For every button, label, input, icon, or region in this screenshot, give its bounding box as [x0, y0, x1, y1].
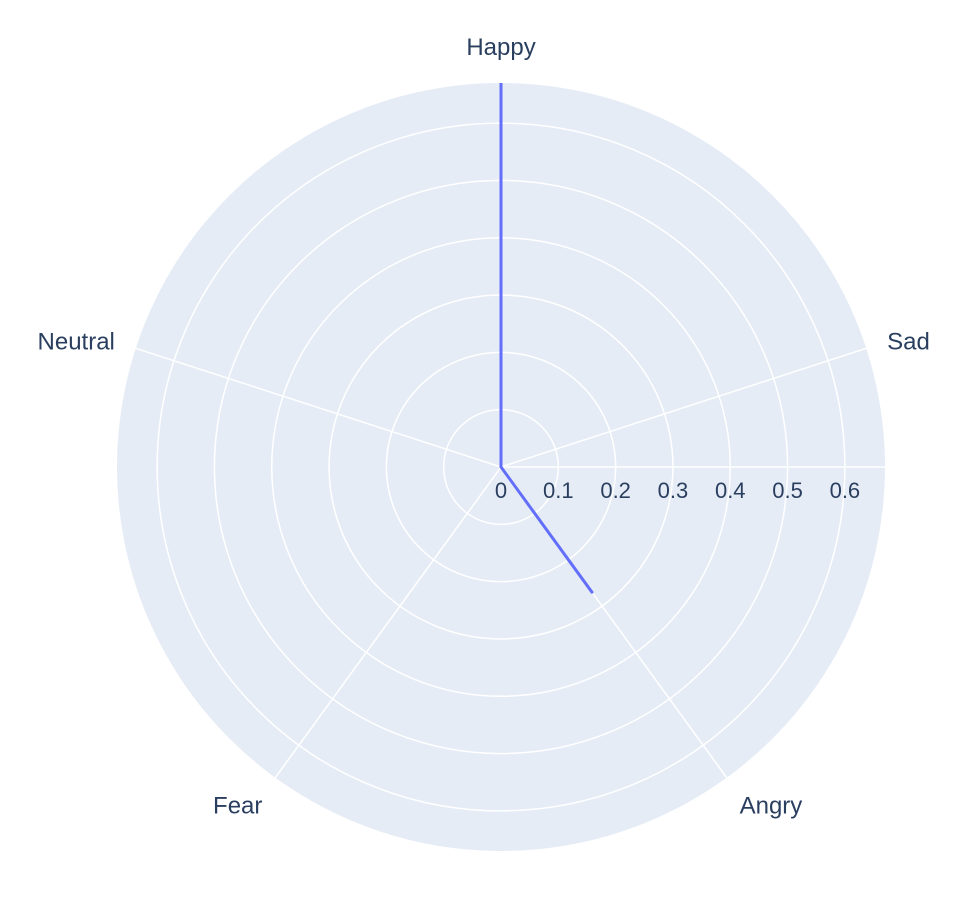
- radial-tick-label: 0.6: [830, 478, 861, 503]
- radial-tick-label: 0.2: [600, 478, 631, 503]
- series-layer: [499, 83, 594, 594]
- category-label: Neutral: [38, 329, 115, 356]
- category-label: Fear: [213, 793, 262, 820]
- category-label: Angry: [740, 793, 803, 820]
- radial-tick-label: 0.3: [658, 478, 689, 503]
- angular-grid-spoke: [500, 344, 876, 468]
- radial-tick-label: 0.5: [772, 478, 803, 503]
- category-label: Happy: [466, 34, 535, 61]
- angular-grid-spoke: [126, 344, 502, 468]
- radial-tick-label: 0.4: [715, 478, 746, 503]
- radial-tick-label: 0.1: [543, 478, 574, 503]
- series-line: [499, 83, 594, 594]
- angular-grid-spoke: [268, 466, 502, 787]
- radial-tick-label: 0: [495, 478, 507, 503]
- category-label: Sad: [887, 329, 930, 356]
- label-layer: 0 0.1 0.2 0.3 0.4 0.5 0.6 Happy Sad Angry Fear Neut…: [38, 34, 930, 820]
